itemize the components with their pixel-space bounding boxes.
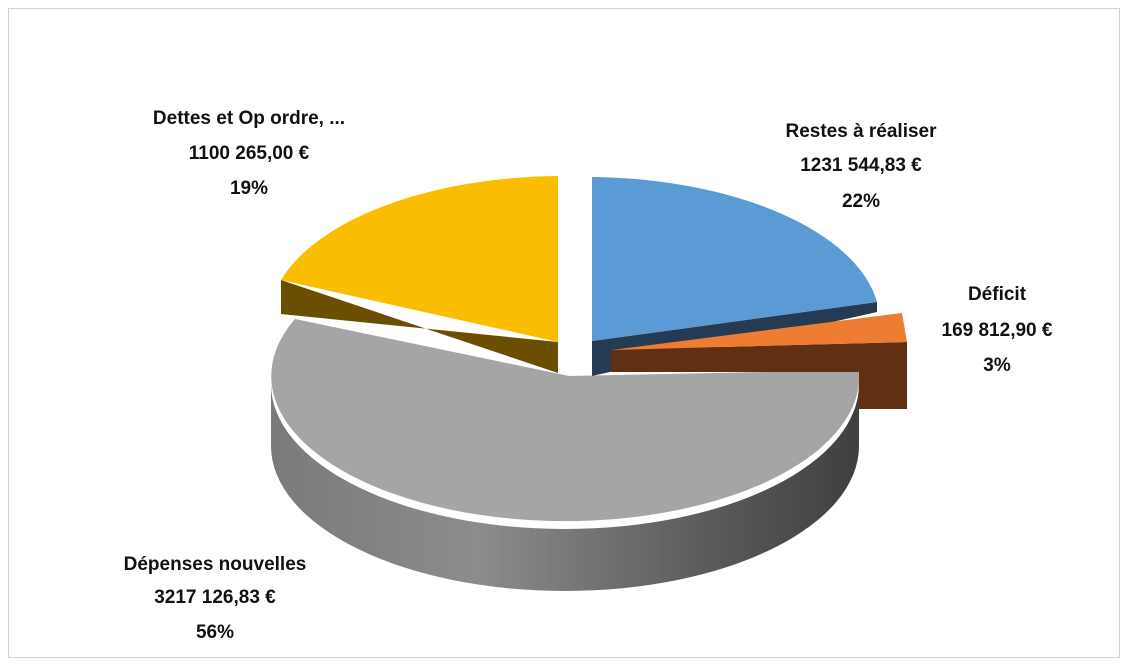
chart-area: Restes à réaliser 1231 544,83 € 22% Défi… — [8, 8, 1120, 658]
slice-dettes-top — [281, 176, 558, 342]
slice-depenses-nouvelles — [271, 319, 860, 591]
label-dettes: Dettes et Op ordre, ... 1100 265,00 € 19… — [153, 108, 345, 199]
label-depenses-nouvelles: Dépenses nouvelles 3217 126,83 € 56% — [124, 554, 307, 643]
label-restes: Restes à réaliser 1231 544,83 € 22% — [785, 121, 937, 212]
pie-chart: Restes à réaliser 1231 544,83 € 22% Défi… — [124, 108, 1053, 643]
label-deficit: Déficit 169 812,90 € 3% — [942, 284, 1053, 376]
label-restes-amount: 1231 544,83 € — [800, 155, 922, 176]
label-deficit-amount: 169 812,90 € — [942, 320, 1053, 341]
label-dettes-amount: 1100 265,00 € — [189, 143, 310, 164]
label-depenses-nouvelles-name: Dépenses nouvelles — [124, 554, 307, 575]
slice-depenses-nouvelles-side — [271, 384, 859, 591]
label-depenses-nouvelles-amount: 3217 126,83 € — [154, 587, 276, 608]
label-dettes-name: Dettes et Op ordre, ... — [153, 108, 345, 129]
slice-deficit-top — [611, 313, 907, 350]
label-deficit-name: Déficit — [968, 284, 1027, 305]
slice-dettes — [281, 176, 558, 373]
slice-depenses-nouvelles-top — [271, 319, 860, 522]
label-deficit-percent: 3% — [983, 355, 1011, 376]
slice-deficit — [611, 313, 907, 409]
slice-dettes-side — [281, 280, 558, 373]
label-dettes-percent: 19% — [230, 178, 268, 199]
slice-restes-top — [592, 177, 877, 341]
label-restes-name: Restes à réaliser — [785, 121, 937, 142]
label-restes-percent: 22% — [842, 191, 880, 212]
slice-deficit-side — [611, 342, 907, 409]
label-depenses-nouvelles-percent: 56% — [196, 622, 234, 643]
